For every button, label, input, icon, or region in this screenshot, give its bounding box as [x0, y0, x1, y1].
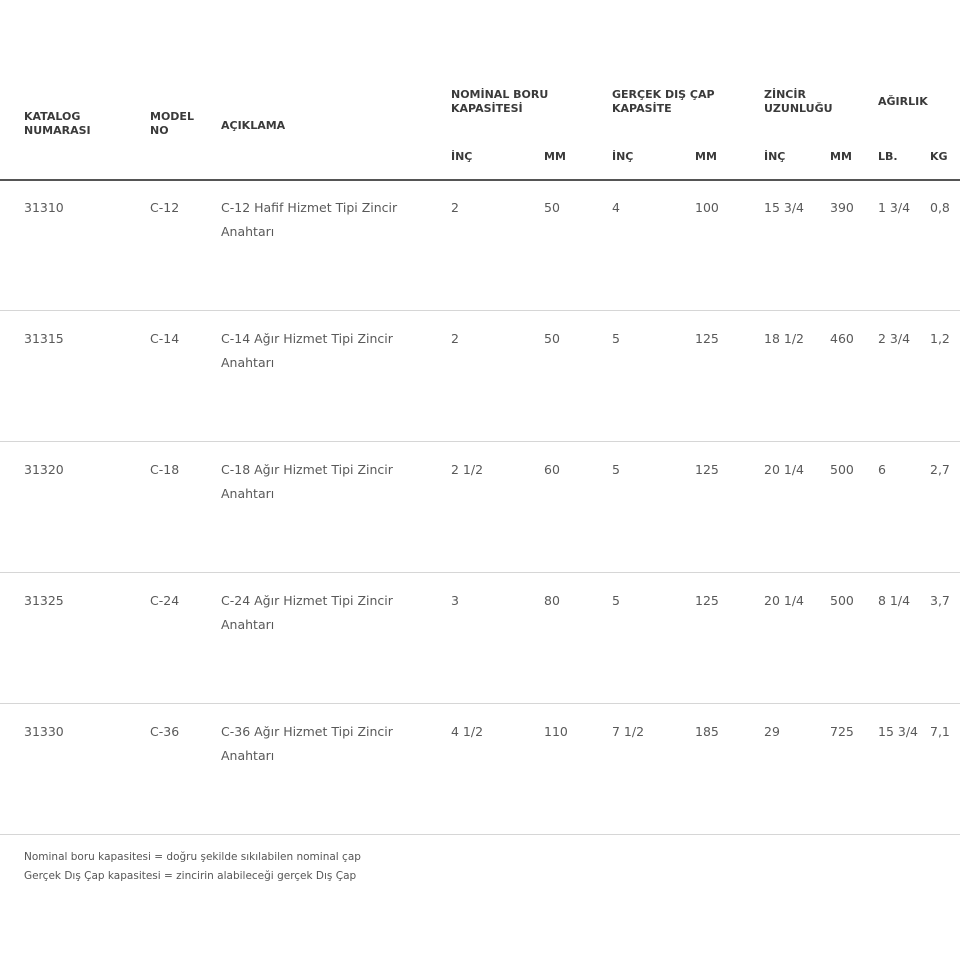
table-cell: C-12 Hafif Hizmet Tipi Zincir Anahtarı: [221, 200, 398, 239]
subheader: İNÇ: [612, 150, 634, 163]
table-cell: C-36 Ağır Hizmet Tipi Zincir Anahtarı: [221, 724, 393, 763]
table-cell: 1,2: [930, 331, 950, 346]
row-divider: [0, 572, 960, 573]
table-cell: 125: [695, 331, 719, 346]
subheader: İNÇ: [451, 150, 473, 163]
table-cell: 460: [830, 331, 854, 346]
table-cell: 725: [830, 724, 854, 739]
table-cell: 4 1/2: [451, 724, 484, 739]
table-cell: C-24 Ağır Hizmet Tipi Zincir Anahtarı: [221, 593, 393, 632]
table-cell: 31320: [24, 462, 64, 477]
table-cell: 20 1/4: [764, 593, 804, 608]
table-row: 31315 C-14 C-14 Ağır Hizmet Tipi Zincir An…: [0, 327, 960, 458]
subheader: MM: [830, 150, 852, 163]
table-cell: 125: [695, 593, 719, 608]
table-cell: 31325: [24, 593, 64, 608]
header-description: AÇIKLAMA: [221, 119, 286, 132]
table-cell: 500: [830, 593, 854, 608]
table-cell: 31330: [24, 724, 64, 739]
table-cell: 185: [695, 724, 719, 739]
header-catalog: KATALOG NUMARASI: [24, 110, 91, 137]
table-cell: 125: [695, 462, 719, 477]
table-row: 31330 C-36 C-36 Ağır Hizmet Tipi Zincir An…: [0, 720, 960, 851]
footnote: Nominal boru kapasitesi = doğru şekilde …: [24, 851, 361, 863]
table-cell: 50: [544, 331, 560, 346]
table-cell: C-18 Ağır Hizmet Tipi Zincir Anahtarı: [221, 462, 393, 501]
table-cell: C-14: [150, 331, 180, 346]
table-cell: 390: [830, 200, 854, 215]
table-cell: C-36: [150, 724, 180, 739]
table-row: 31325 C-24 C-24 Ağır Hizmet Tipi Zincir An…: [0, 589, 960, 720]
table-cell: C-12: [150, 200, 180, 215]
row-divider: [0, 703, 960, 704]
subheader: LB.: [878, 150, 898, 163]
table-cell: 31310: [24, 200, 64, 215]
table-cell: 7,1: [930, 724, 950, 739]
table-cell: 2 3/4: [878, 331, 911, 346]
row-divider: [0, 310, 960, 311]
table-cell: 15 3/4: [878, 724, 918, 739]
subheader: İNÇ: [764, 150, 786, 163]
row-divider: [0, 834, 960, 835]
table-cell: 2 1/2: [451, 462, 484, 477]
table-cell: 5: [612, 331, 620, 346]
table-cell: 1 3/4: [878, 200, 911, 215]
table-cell: 6: [878, 462, 886, 477]
table-cell: 7 1/2: [612, 724, 645, 739]
table-cell: C-24: [150, 593, 180, 608]
table-cell: 60: [544, 462, 560, 477]
table-cell: 8 1/4: [878, 593, 911, 608]
table-row: 31320 C-18 C-18 Ağır Hizmet Tipi Zincir An…: [0, 458, 960, 589]
footnote: Gerçek Dış Çap kapasitesi = zincirin ala…: [24, 870, 357, 882]
subheader: MM: [544, 150, 566, 163]
table-row: 31310 C-12 C-12 Hafif Hizmet Tipi Zincir A…: [0, 196, 960, 327]
table-cell: 5: [612, 593, 620, 608]
table-cell: 100: [695, 200, 719, 215]
table-cell: 29: [764, 724, 780, 739]
table-cell: 4: [612, 200, 620, 215]
table-cell: 3,7: [930, 593, 950, 608]
table-cell: 18 1/2: [764, 331, 804, 346]
header-chain: ZİNCİR UZUNLUĞU: [764, 88, 833, 115]
table-cell: 2: [451, 200, 459, 215]
table-cell: 0,8: [930, 200, 950, 215]
header-divider: [0, 179, 960, 181]
table-cell: C-14 Ağır Hizmet Tipi Zincir Anahtarı: [221, 331, 393, 370]
header-model: MODEL NO: [150, 110, 194, 137]
header-weight: AĞIRLIK: [878, 95, 928, 108]
table-cell: 110: [544, 724, 568, 739]
table-cell: 80: [544, 593, 560, 608]
table-cell: C-18: [150, 462, 180, 477]
table-cell: 2,7: [930, 462, 950, 477]
table-cell: 31315: [24, 331, 64, 346]
table-cell: 2: [451, 331, 459, 346]
table-cell: 20 1/4: [764, 462, 804, 477]
row-divider: [0, 441, 960, 442]
header-nominal: NOMİNAL BORU KAPASİTESİ: [451, 88, 549, 115]
table-cell: 50: [544, 200, 560, 215]
table-cell: 3: [451, 593, 459, 608]
table-cell: 500: [830, 462, 854, 477]
table-cell: 5: [612, 462, 620, 477]
subheader: KG: [930, 150, 948, 163]
subheader: MM: [695, 150, 717, 163]
table-cell: 15 3/4: [764, 200, 804, 215]
header-actual: GERÇEK DIŞ ÇAP KAPASİTE: [612, 88, 715, 115]
